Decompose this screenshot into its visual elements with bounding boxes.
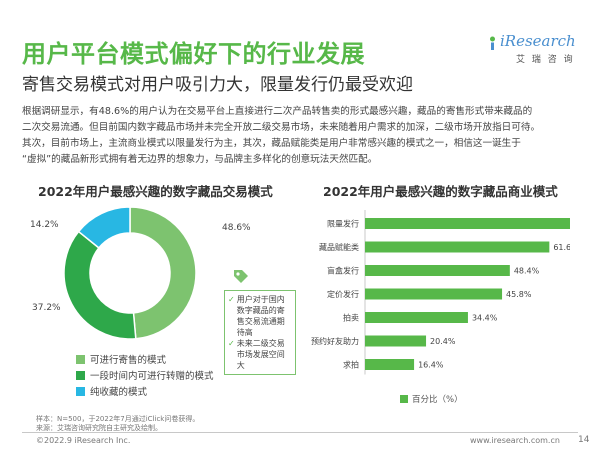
legend-swatch — [76, 386, 85, 396]
source-note-line: 来源：艾瑞咨询研究院自主研究及绘制。 — [36, 424, 162, 432]
bar-category-label: 限量发行 — [327, 219, 359, 229]
bar-value-label: 16.4% — [418, 361, 444, 370]
logo-mark-icon — [490, 36, 495, 50]
bar-chart: 限量发行73.0%藏品赋能类61.6%盲盒发行48.4%定价发行45.8%拍卖3… — [311, 210, 570, 375]
check-icon: ✓ — [228, 295, 235, 304]
copyright: ©2022.9 iResearch Inc. — [36, 436, 131, 445]
bar-value-label: 61.6% — [553, 243, 570, 252]
bar-value-label: 20.4% — [430, 337, 456, 346]
legend-label: 纯收藏的模式 — [90, 387, 148, 398]
bar — [365, 335, 427, 347]
callout-text: 未来二级交易市场发展空间大 — [236, 339, 285, 370]
legend-label: 可进行寄售的模式 — [90, 355, 167, 366]
bar-category-label: 藏品赋能类 — [319, 242, 359, 252]
callout-item: ✓ 未来二级交易市场发展空间大 — [228, 338, 292, 371]
paragraph-line: 根据调研显示，有48.6%的用户认为在交易平台上直接进行二次产品转售卖的形式最感… — [22, 106, 533, 117]
source-note: 样本：N=500，于2022年7月通过iClick问卷获得。 来源：艾瑞咨询研究… — [36, 415, 199, 433]
donut-chart — [63, 206, 197, 340]
callout-item: ✓ 用户对于国内数字藏品的寄售交易流通期待高 — [228, 294, 292, 338]
sample-note: 样本：N=500，于2022年7月通过iClick问卷获得。 — [36, 415, 200, 423]
bar-legend: 百分比（%） — [400, 393, 463, 405]
bar-chart-title: 2022年用户最感兴趣的数字藏品商业模式 — [323, 184, 558, 199]
legend-swatch — [400, 395, 408, 403]
donut-slice — [129, 206, 197, 340]
callout-box: ✓ 用户对于国内数字藏品的寄售交易流通期待高 ✓ 未来二级交易市场发展空间大 — [224, 290, 296, 375]
legend-label: 一段时间内可进行转赠的模式 — [90, 371, 214, 382]
tag-icon — [234, 270, 248, 283]
bar — [365, 359, 415, 370]
bar — [365, 218, 570, 229]
donut-slice — [63, 230, 137, 340]
logo-brand: iResearch — [500, 32, 576, 50]
iresearch-logo: iResearch 艾 瑞 咨 询 — [486, 32, 576, 68]
bar-category-label: 求拍 — [343, 360, 359, 370]
paragraph-line: 二次交易流通。但目前国内数字藏品市场并未完全开放二级交易市场，未来随着用户需求的… — [22, 122, 541, 133]
donut-legend: 可进行寄售的模式 一段时间内可进行转赠的模式 纯收藏的模式 — [76, 351, 214, 399]
donut-slice — [77, 206, 131, 249]
legend-swatch — [76, 354, 85, 364]
bar — [365, 312, 468, 323]
callout-text: 用户对于国内数字藏品的寄售交易流通期待高 — [236, 295, 285, 337]
paragraph-line: 其次，目前市场上，主流商业模式以限量发行为主，其次，藏品赋能类是用户非常感兴趣的… — [22, 138, 521, 149]
bar — [365, 288, 503, 300]
bar — [365, 241, 550, 253]
footer-url: www.iresearch.com.cn — [470, 436, 560, 445]
donut-value-label: 14.2% — [30, 220, 59, 230]
page-number: 14 — [578, 435, 590, 445]
bar-category-label: 定价发行 — [327, 289, 359, 299]
bar-category-label: 拍卖 — [343, 313, 359, 323]
legend-item: 纯收藏的模式 — [76, 383, 214, 399]
bar-value-label: 34.4% — [472, 314, 498, 323]
footer-divider — [22, 432, 578, 433]
legend-swatch — [76, 370, 85, 380]
bar-series-label: 百分比（%） — [412, 395, 463, 405]
donut-value-label: 48.6% — [222, 223, 251, 233]
page-title: 用户平台模式偏好下的行业发展 — [22, 40, 365, 68]
bar-value-label: 45.8% — [506, 290, 532, 299]
page-subtitle: 寄售交易模式对用户吸引力大，限量发行仍最受欢迎 — [22, 75, 413, 95]
donut-chart-title: 2022年用户最感兴趣的数字藏品交易模式 — [38, 184, 273, 199]
summary-paragraph: 根据调研显示，有48.6%的用户认为在交易平台上直接进行二次产品转售卖的形式最感… — [22, 104, 582, 168]
logo-subtext: 艾 瑞 咨 询 — [516, 55, 575, 65]
legend-item: 一段时间内可进行转赠的模式 — [76, 367, 214, 383]
paragraph-line: “虚拟”的藏品新形式拥有着无边界的想象力，与品牌主多样化的创意玩法天然匹配。 — [22, 154, 378, 165]
bar-category-label: 预约好友助力 — [311, 336, 359, 346]
bar-category-label: 盲盒发行 — [327, 266, 359, 276]
bar-value-label: 48.4% — [514, 267, 540, 276]
check-icon: ✓ — [228, 339, 235, 348]
donut-value-label: 37.2% — [32, 303, 61, 313]
bar — [365, 265, 510, 276]
legend-item: 可进行寄售的模式 — [76, 351, 214, 367]
